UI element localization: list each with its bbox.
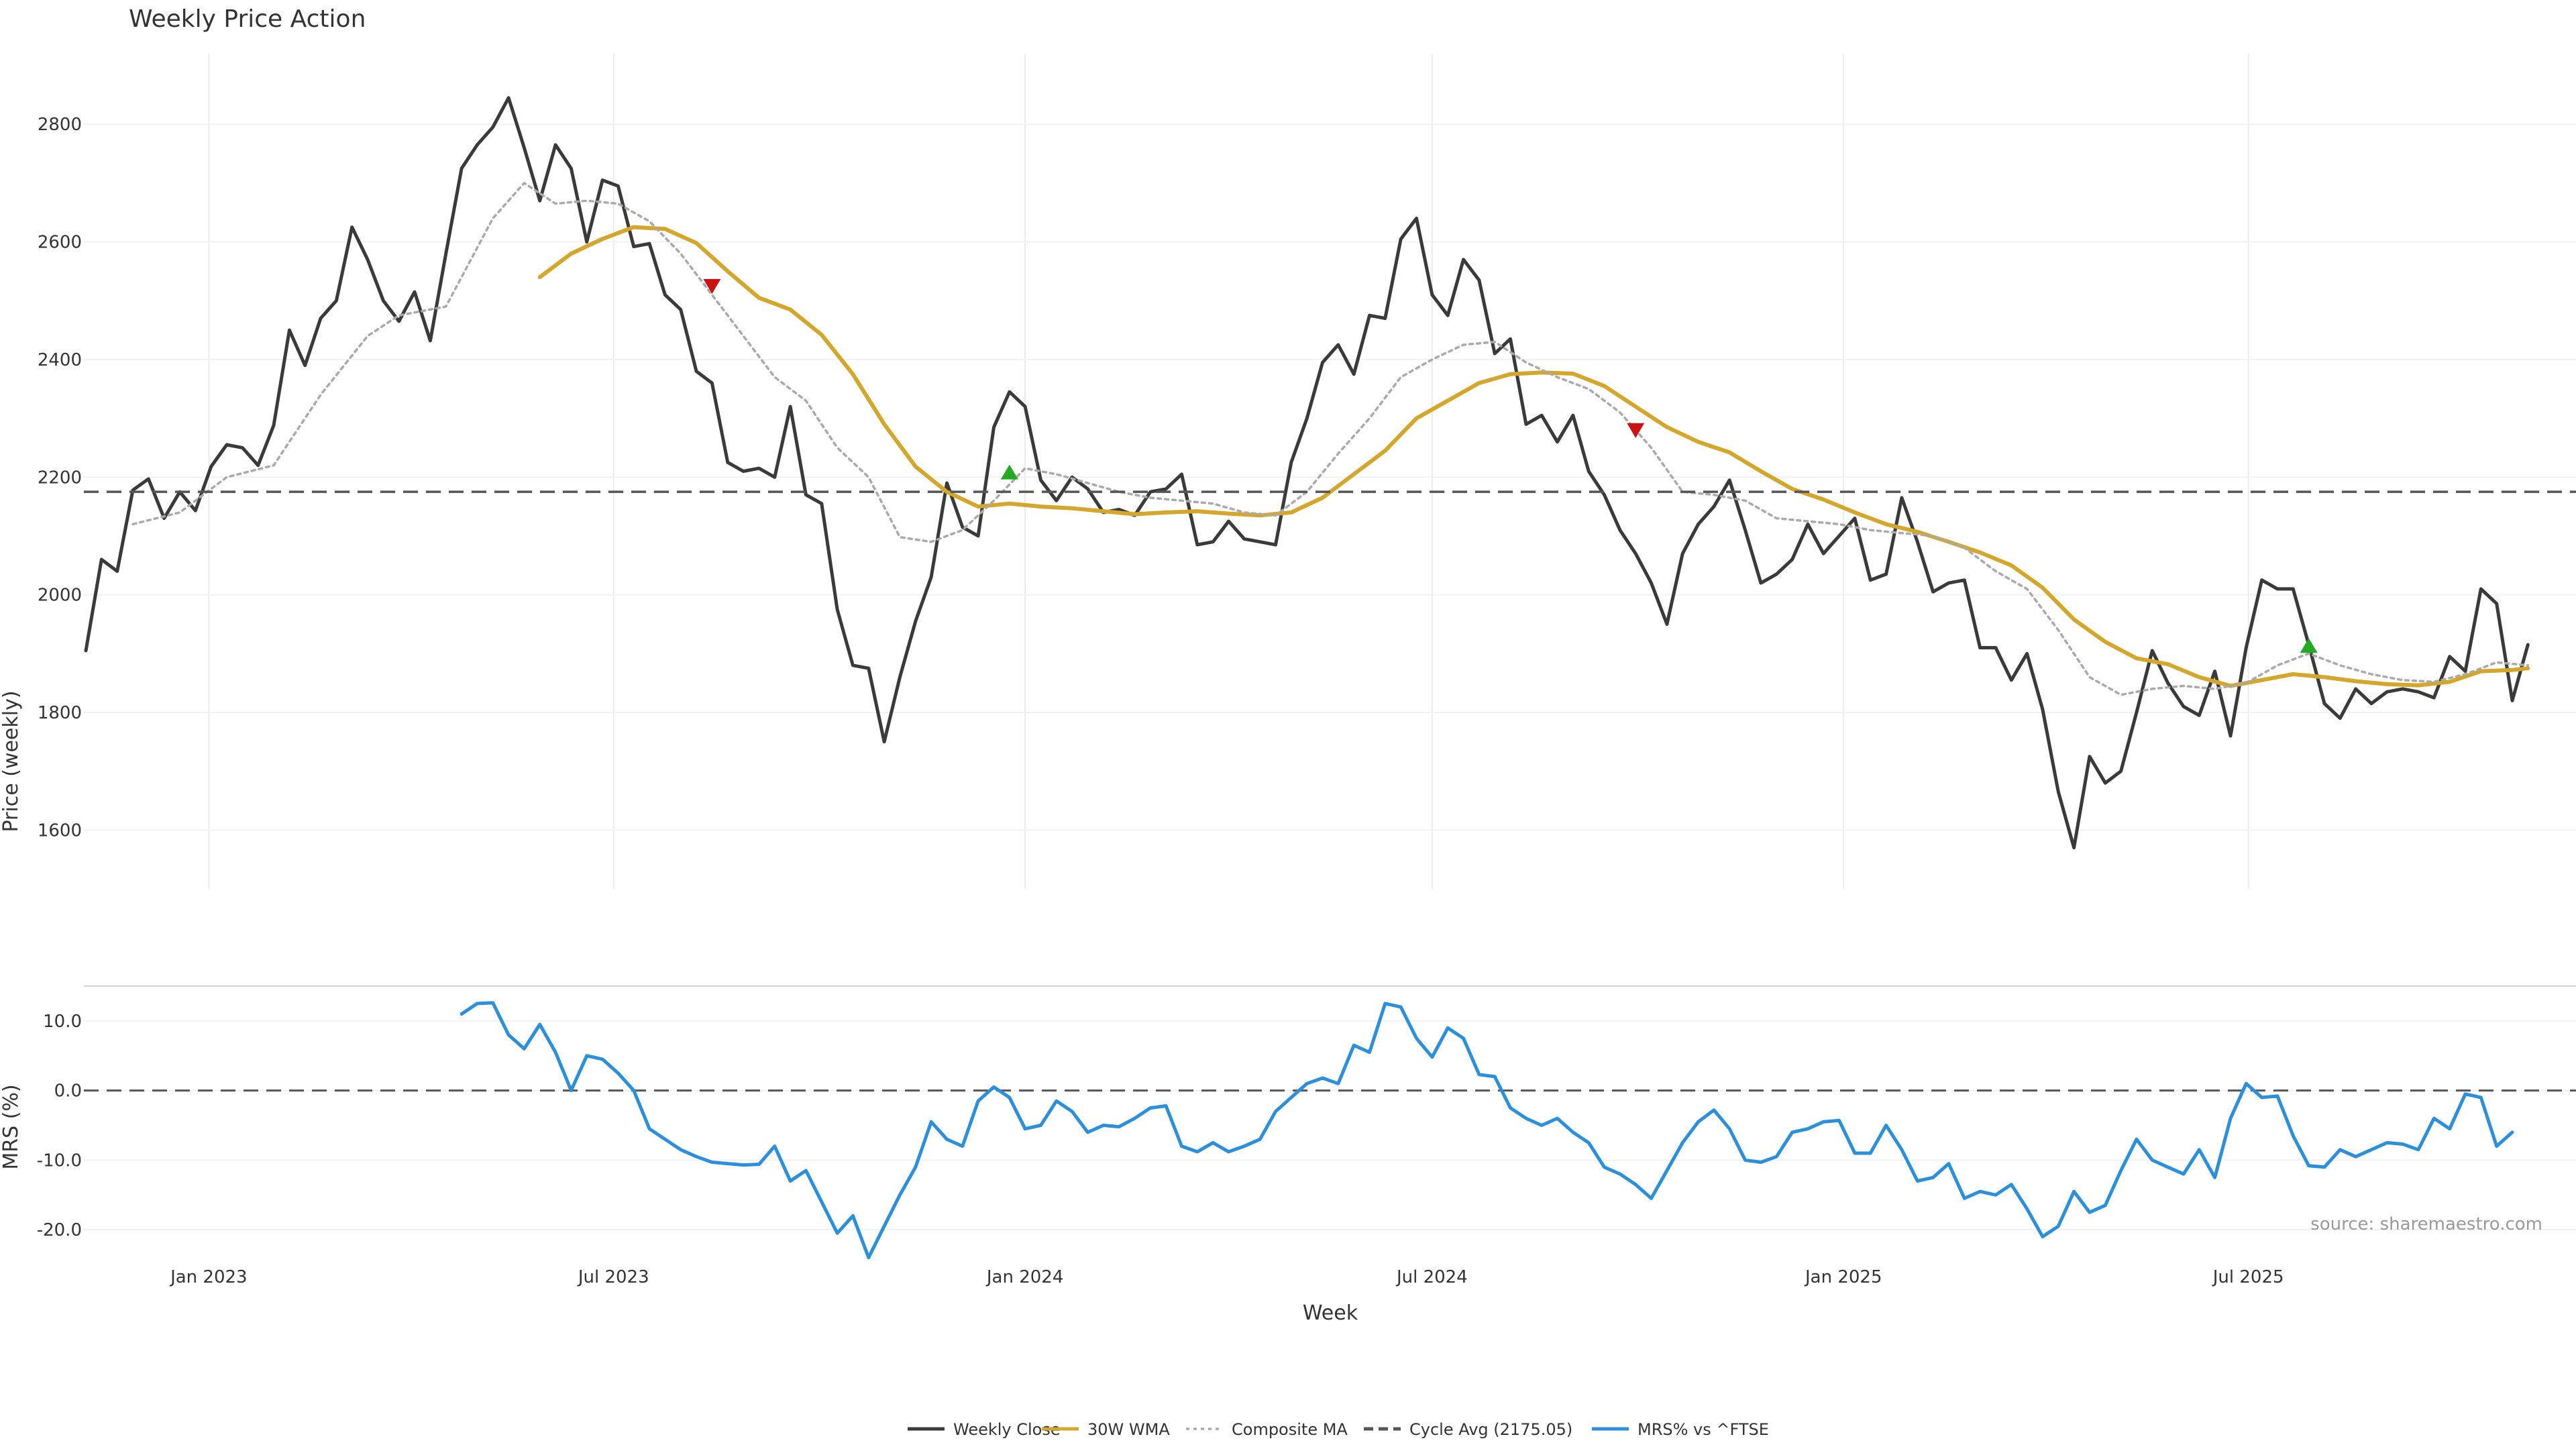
price-y-tick-label: 1800	[38, 703, 82, 723]
legend-item-label: Composite MA	[1232, 1420, 1348, 1439]
price-y-tick-label: 1600	[38, 820, 82, 841]
x-tick-label: Jul 2024	[1395, 1267, 1468, 1287]
x-tick-label: Jan 2025	[1804, 1267, 1882, 1287]
mrs-y-tick-label: -10.0	[37, 1150, 82, 1171]
x-axis-label: Week	[1303, 1301, 1358, 1325]
x-tick-label: Jan 2023	[169, 1267, 248, 1287]
price-y-tick-label: 2000	[38, 586, 82, 606]
legend-item-label: MRS% vs ^FTSE	[1638, 1420, 1769, 1439]
legend: Weekly Close 30W WMA Composite MA Cycle Avg…	[908, 1420, 1769, 1439]
grid-layer	[84, 54, 2576, 1231]
price-y-tick-label: 2600	[38, 233, 82, 253]
legend-item-label: 30W WMA	[1087, 1420, 1170, 1439]
price-y-tick-label: 2200	[38, 468, 82, 488]
series-weekly-close	[84, 96, 2530, 850]
series-mrs-vs-ftse	[460, 1001, 2514, 1260]
source-note: source: sharemaestro.com	[2310, 1214, 2542, 1234]
price-y-axis-label: Price (weekly)	[0, 690, 23, 832]
mrs-y-tick-label: -20.0	[37, 1220, 82, 1240]
axis-layer: Jan 2023 Jul 2023 Jan 2024 Jul 2024 Jan 2025…	[37, 115, 2284, 1287]
x-tick-label: Jul 2023	[577, 1267, 649, 1287]
x-tick-label: Jul 2025	[2212, 1267, 2284, 1287]
series-composite-ma	[131, 182, 2530, 696]
series-30w-wma	[537, 225, 2530, 688]
price-panel	[84, 96, 2576, 850]
sell-signal-marker	[1627, 423, 1645, 438]
mrs-y-axis-label: MRS (%)	[0, 1084, 23, 1169]
mrs-y-tick-label: 0.0	[54, 1081, 82, 1102]
legend-item-label: Cycle Avg (2175.05)	[1409, 1420, 1572, 1439]
chart-title: Weekly Price Action	[129, 5, 366, 33]
mrs-panel	[84, 1001, 2576, 1260]
buy-signal-marker	[1000, 464, 1018, 480]
x-tick-label: Jan 2024	[985, 1267, 1064, 1287]
mrs-y-tick-label: 10.0	[43, 1012, 82, 1032]
price-y-tick-label: 2400	[38, 350, 82, 370]
buy-signal-marker	[2300, 638, 2318, 653]
price-y-tick-label: 2800	[38, 115, 82, 135]
sell-signal-marker	[703, 278, 721, 294]
